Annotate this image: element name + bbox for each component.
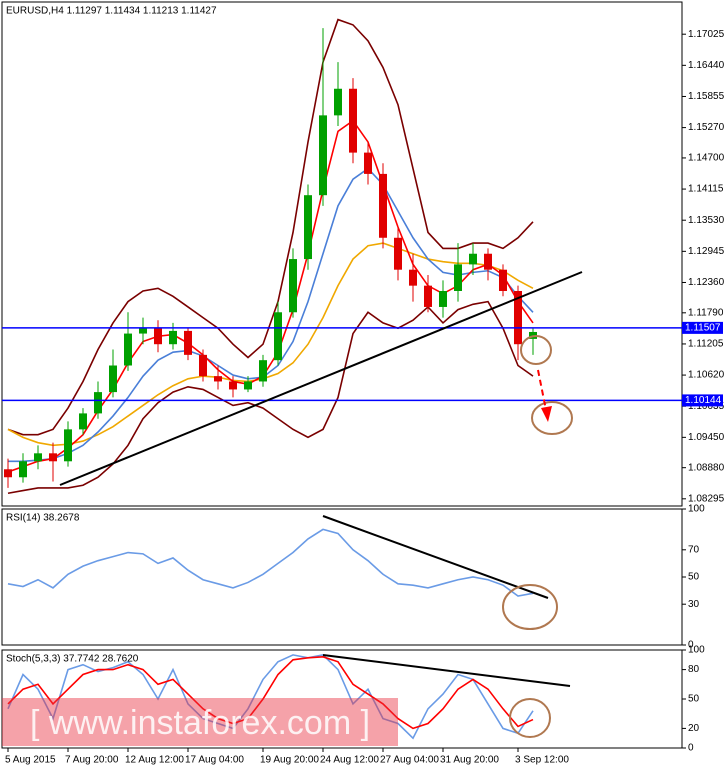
candle-body [49, 453, 57, 462]
y-tick-label: 1.11205 [688, 339, 724, 350]
candle-body [169, 330, 177, 345]
y-tick-label: 80 [688, 664, 700, 675]
watermark-box [2, 698, 398, 746]
panel-title: Stoch(5,3,3) 37.7742 28.7620 [6, 654, 139, 665]
indicator-line [7, 528, 534, 597]
candle-body [139, 328, 147, 334]
candle-body [64, 429, 72, 462]
y-tick-label: 0 [688, 743, 694, 754]
candle-body [34, 453, 42, 462]
candle-body [364, 152, 372, 174]
price-panel [1, 1, 683, 507]
x-tick-label: 19 Aug 20:00 [260, 755, 319, 766]
y-tick-label: 1.16440 [688, 60, 725, 71]
y-tick-label: 100 [688, 645, 705, 656]
candle-body [274, 312, 282, 361]
candle-body [394, 237, 402, 270]
y-tick-label: 30 [688, 599, 700, 610]
indicator-line [7, 18, 534, 436]
y-tick-label: 1.13530 [688, 215, 725, 226]
trendline [59, 271, 583, 486]
candle-body [454, 264, 462, 291]
x-tick-label: 7 Aug 20:00 [65, 755, 119, 766]
candle-body [349, 88, 357, 153]
circle [509, 698, 551, 738]
candle-body [184, 330, 192, 355]
candle-body [259, 360, 267, 382]
price-label: 1.10144 [685, 395, 722, 406]
watermark: [ www.instaforex.com ] [30, 704, 370, 742]
y-tick-label: 50 [688, 572, 700, 583]
y-tick-label: 1.15855 [688, 91, 725, 102]
x-tick-label: 31 Aug 20:00 [440, 755, 499, 766]
arrow-head [541, 406, 552, 422]
candle-body [484, 253, 492, 270]
x-tick-label: 5 Aug 2015 [5, 755, 56, 766]
y-tick-label: 0 [688, 640, 694, 651]
y-tick-label: 1.11790 [688, 307, 724, 318]
trendline [322, 654, 571, 687]
x-tick-label: 27 Aug 04:00 [380, 755, 439, 766]
indicator-line [7, 242, 534, 447]
x-tick-label: 17 Aug 04:00 [185, 755, 244, 766]
candle-body [379, 173, 387, 238]
candle-body [319, 115, 327, 196]
y-tick-label: 1.14700 [688, 153, 725, 164]
candle-body [424, 285, 432, 307]
candle-body [514, 290, 522, 345]
candle-body [409, 269, 417, 286]
price-label: 1.11507 [685, 323, 721, 334]
candle-body [244, 381, 252, 390]
candle-body [19, 461, 27, 478]
price-label-box [682, 394, 723, 407]
arrow [537, 369, 547, 411]
price-label-box [682, 321, 723, 334]
y-tick-label: 1.14115 [688, 184, 724, 195]
y-tick-label: 1.09450 [688, 432, 725, 443]
indicator-line [7, 300, 534, 495]
candle-body [229, 381, 237, 390]
y-tick-label: 70 [688, 544, 700, 555]
candle-body [124, 333, 132, 366]
y-tick-label: 100 [688, 504, 705, 515]
y-tick-label: 1.17025 [688, 29, 725, 40]
rsi-panel [1, 508, 683, 646]
candle-body [4, 469, 12, 478]
candle-body [79, 413, 87, 430]
y-tick-label: 1.15270 [688, 122, 725, 133]
candle-body [304, 195, 312, 260]
candle-body [94, 392, 102, 414]
x-tick-label: 24 Aug 12:00 [320, 755, 379, 766]
candle-body [154, 328, 162, 345]
candle-body [469, 253, 477, 265]
candle-body [289, 259, 297, 313]
candle-body [199, 354, 207, 377]
circle [502, 584, 558, 630]
circle [531, 401, 573, 435]
y-tick-label: 50 [688, 694, 700, 705]
y-tick-label: 1.12945 [688, 246, 725, 257]
candle-body [109, 365, 117, 393]
candle-body [214, 376, 222, 382]
panel-title: EURUSD,H4 1.11297 1.11434 1.11213 1.1142… [6, 6, 217, 17]
indicator-line [7, 656, 534, 730]
candle-body [499, 269, 507, 291]
x-tick-label: 12 Aug 12:00 [125, 755, 184, 766]
annotations [59, 271, 583, 738]
y-tick-label: 20 [688, 723, 700, 734]
y-tick-label: 1.10620 [688, 370, 725, 381]
y-tick-label: 1.08880 [688, 462, 725, 473]
panel-title: RSI(14) 38.2678 [6, 513, 80, 524]
x-tick-label: 3 Sep 12:00 [515, 755, 569, 766]
candle-body [439, 290, 447, 307]
candle-body [334, 88, 342, 116]
y-tick-label: 1.08295 [688, 493, 725, 504]
circle [520, 335, 552, 365]
indicator-line [8, 167, 534, 463]
y-tick-label: 1.12360 [688, 277, 725, 288]
trendline [322, 515, 549, 599]
